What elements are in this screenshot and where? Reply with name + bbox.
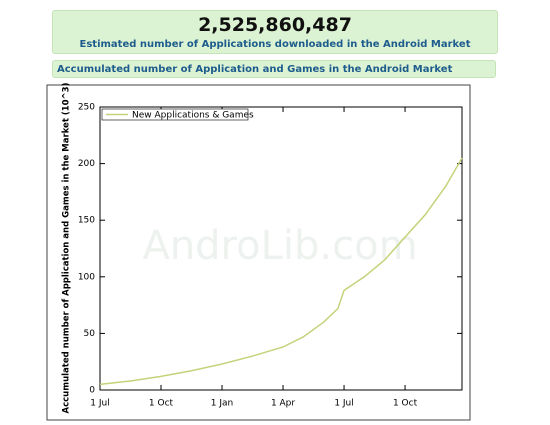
legend-label: New Applications & Games	[132, 111, 254, 121]
watermark: AndroLib.com	[142, 223, 417, 269]
y-tick-label: 0	[89, 386, 95, 396]
y-tick-label: 150	[78, 216, 95, 226]
download-count: 2,525,860,487	[198, 14, 352, 36]
y-tick-label: 50	[84, 329, 96, 339]
y-tick-label: 200	[78, 159, 95, 169]
x-tick-label: 1 Oct	[393, 399, 418, 409]
plot-area	[99, 106, 463, 391]
section-title: Accumulated number of Application and Ga…	[52, 60, 496, 78]
y-tick-label: 100	[78, 272, 95, 282]
chart-frame	[46, 84, 471, 421]
x-tick-label: 1 Jan	[211, 399, 233, 409]
y-tick-label: 250	[78, 103, 95, 113]
x-tick-label: 1 Jul	[90, 399, 109, 409]
y-axis-label: Accumulated number of Application and Ga…	[62, 82, 72, 413]
header-subtitle: Estimated number of Applications downloa…	[79, 39, 471, 50]
header-box: 2,525,860,487 Estimated number of Applic…	[52, 10, 498, 54]
x-tick-label: 1 Oct	[149, 399, 174, 409]
x-tick-label: 1 Jul	[334, 399, 353, 409]
x-tick-label: 1 Apr	[271, 399, 295, 409]
data-line	[99, 157, 463, 386]
legend-box	[101, 108, 249, 121]
